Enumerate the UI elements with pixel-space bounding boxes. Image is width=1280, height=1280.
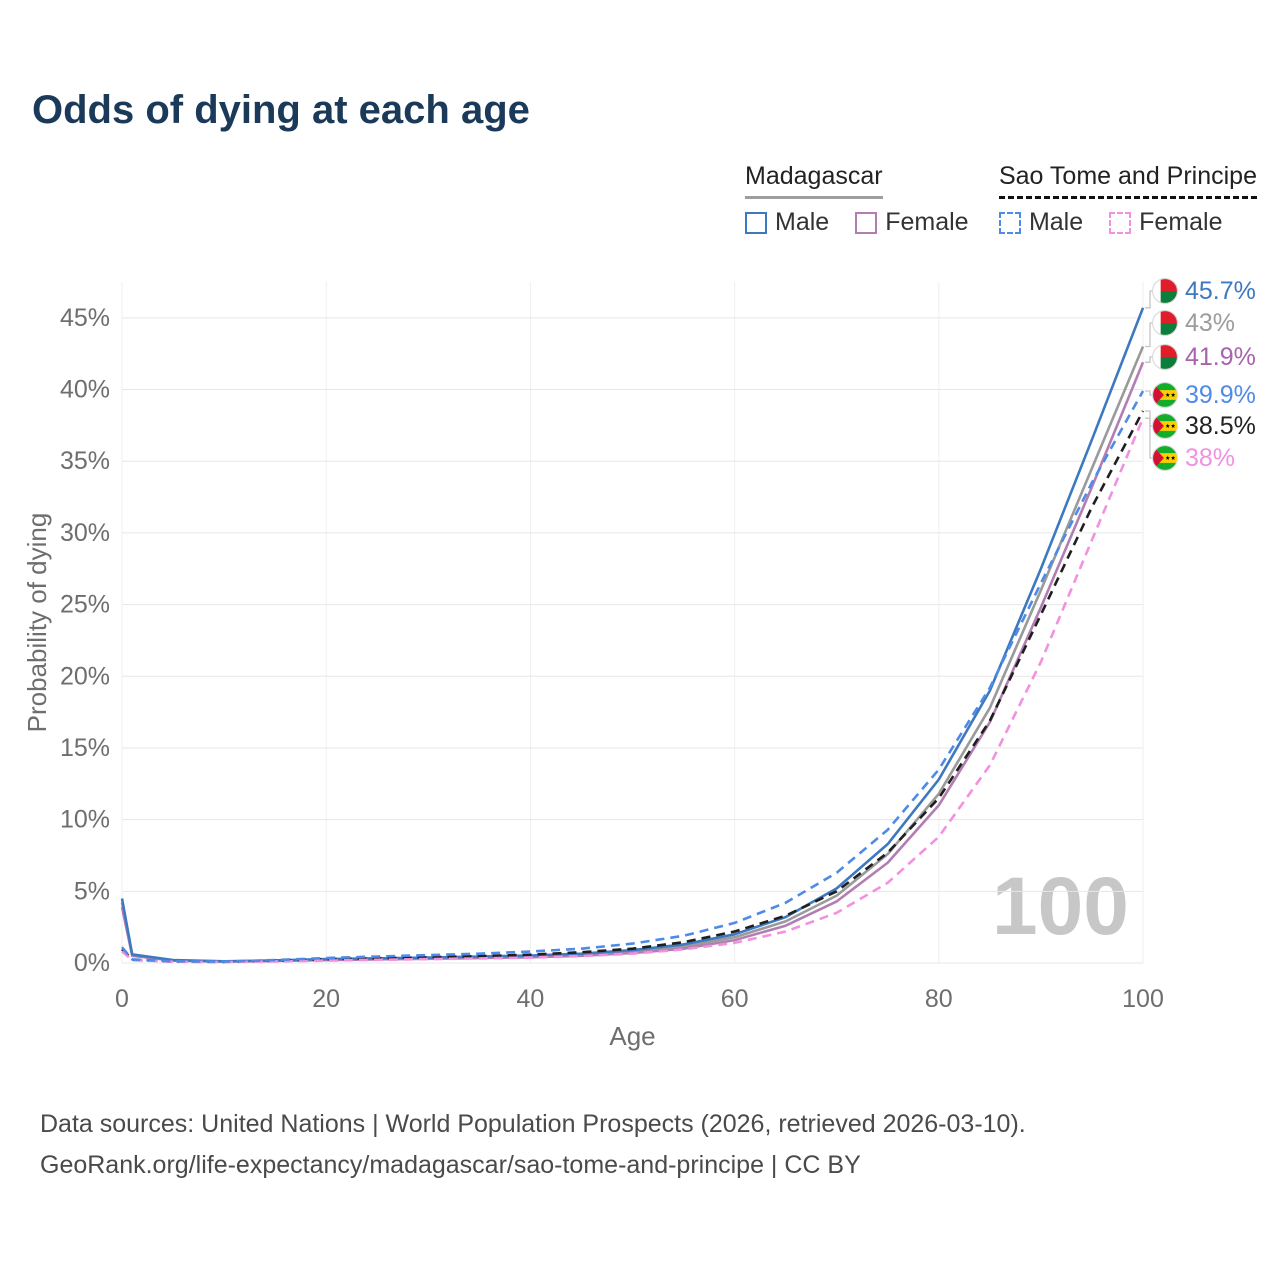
- legend-title-madagascar[interactable]: Madagascar: [745, 162, 883, 199]
- legend-label-madagascar-female: Female: [885, 208, 969, 236]
- hovered-age-watermark: 100: [992, 861, 1129, 952]
- sao-tome-and-principe-flag-icon: [1152, 413, 1178, 439]
- footer-data-sources: Data sources: United Nations | World Pop…: [40, 1110, 1026, 1138]
- x-axis-title: Age: [609, 1021, 655, 1051]
- madagascar-flag-icon: [1152, 344, 1178, 370]
- footer-attribution: GeoRank.org/life-expectancy/madagascar/s…: [40, 1150, 861, 1179]
- legend-group-madagascar: Madagascar Male Female: [745, 162, 969, 237]
- sao-tome-male-swatch-icon: [998, 211, 1021, 234]
- sao-tome-female-swatch-icon: [1109, 211, 1132, 234]
- footer: Data sources: United Nations | World Pop…: [40, 1104, 1026, 1185]
- legend-title-sao-tome-and-principe[interactable]: Sao Tome and Principe: [998, 162, 1257, 199]
- madagascar-flag-icon: [1152, 278, 1178, 304]
- series-line-madagascar-both[interactable]: [120, 345, 1145, 963]
- end-label-value: 43%: [1185, 308, 1236, 337]
- legend-item-madagascar-female[interactable]: Female: [855, 208, 969, 237]
- legend-label-sao-tome-male: Male: [1028, 208, 1084, 236]
- madagascar-flag-icon: [1152, 310, 1178, 336]
- sao-tome-and-principe-flag-icon: [1152, 382, 1178, 408]
- y-axis-title: Probability of dying: [22, 513, 52, 733]
- end-label-value: 45.7%: [1185, 276, 1256, 305]
- y-tick-label: 0%: [74, 949, 110, 977]
- end-label-madagascar-both: 43%: [1152, 307, 1235, 339]
- legend-label-sao-tome-female: Female: [1139, 208, 1223, 236]
- y-tick-label: 25%: [60, 591, 110, 619]
- end-label-madagascar-female: 41.9%: [1152, 341, 1256, 373]
- y-tick-label: 10%: [60, 806, 110, 834]
- y-tick-label: 15%: [60, 734, 110, 762]
- legend-items-madagascar: Male Female: [745, 208, 969, 237]
- series-line-madagascar-female[interactable]: [120, 361, 1145, 963]
- madagascar-female-swatch-icon: [855, 211, 878, 234]
- legend-item-sao-tome-female[interactable]: Female: [1109, 208, 1223, 237]
- y-tick-label: 40%: [60, 376, 110, 404]
- end-label-value: 39.9%: [1185, 380, 1256, 409]
- madagascar-male-swatch-icon: [745, 211, 767, 234]
- x-tick-label: 20: [312, 985, 340, 1013]
- y-tick-label: 30%: [60, 519, 110, 547]
- y-tick-label: 45%: [60, 304, 110, 332]
- legend-item-madagascar-male[interactable]: Male: [745, 208, 829, 237]
- end-label-sao-tome-female: 38%: [1152, 442, 1235, 474]
- series-line-sao-tome-female[interactable]: [121, 417, 1145, 964]
- x-tick-label: 100: [1122, 985, 1164, 1013]
- legend-item-sao-tome-male[interactable]: Male: [998, 208, 1084, 237]
- legend-items-sao-tome-and-principe: Male Female: [998, 208, 1257, 237]
- y-tick-label: 35%: [60, 447, 110, 475]
- x-tick-label: 60: [721, 985, 749, 1013]
- legend: Madagascar Male Female Sao Tome and Prin…: [745, 162, 1257, 237]
- legend-group-sao-tome-and-principe: Sao Tome and Principe Male Female: [998, 162, 1257, 237]
- x-tick-label: 0: [115, 985, 129, 1013]
- end-label-value: 38.5%: [1185, 411, 1256, 440]
- end-label-value: 38%: [1185, 443, 1236, 472]
- legend-label-madagascar-male: Male: [775, 208, 830, 236]
- sao-tome-and-principe-flag-icon: [1152, 445, 1178, 471]
- x-tick-label: 80: [925, 985, 953, 1013]
- y-tick-label: 20%: [60, 662, 110, 690]
- x-tick-label: 40: [516, 985, 544, 1013]
- y-tick-label: 5%: [74, 877, 110, 905]
- end-label-sao-tome-male: 39.9%: [1152, 379, 1256, 411]
- series-line-madagascar-male[interactable]: [120, 307, 1145, 963]
- end-label-value: 41.9%: [1185, 342, 1256, 371]
- chart-title: Odds of dying at each age: [32, 88, 530, 132]
- end-label-madagascar-male: 45.7%: [1152, 275, 1256, 307]
- end-label-sao-tome-both: 38.5%: [1152, 410, 1256, 442]
